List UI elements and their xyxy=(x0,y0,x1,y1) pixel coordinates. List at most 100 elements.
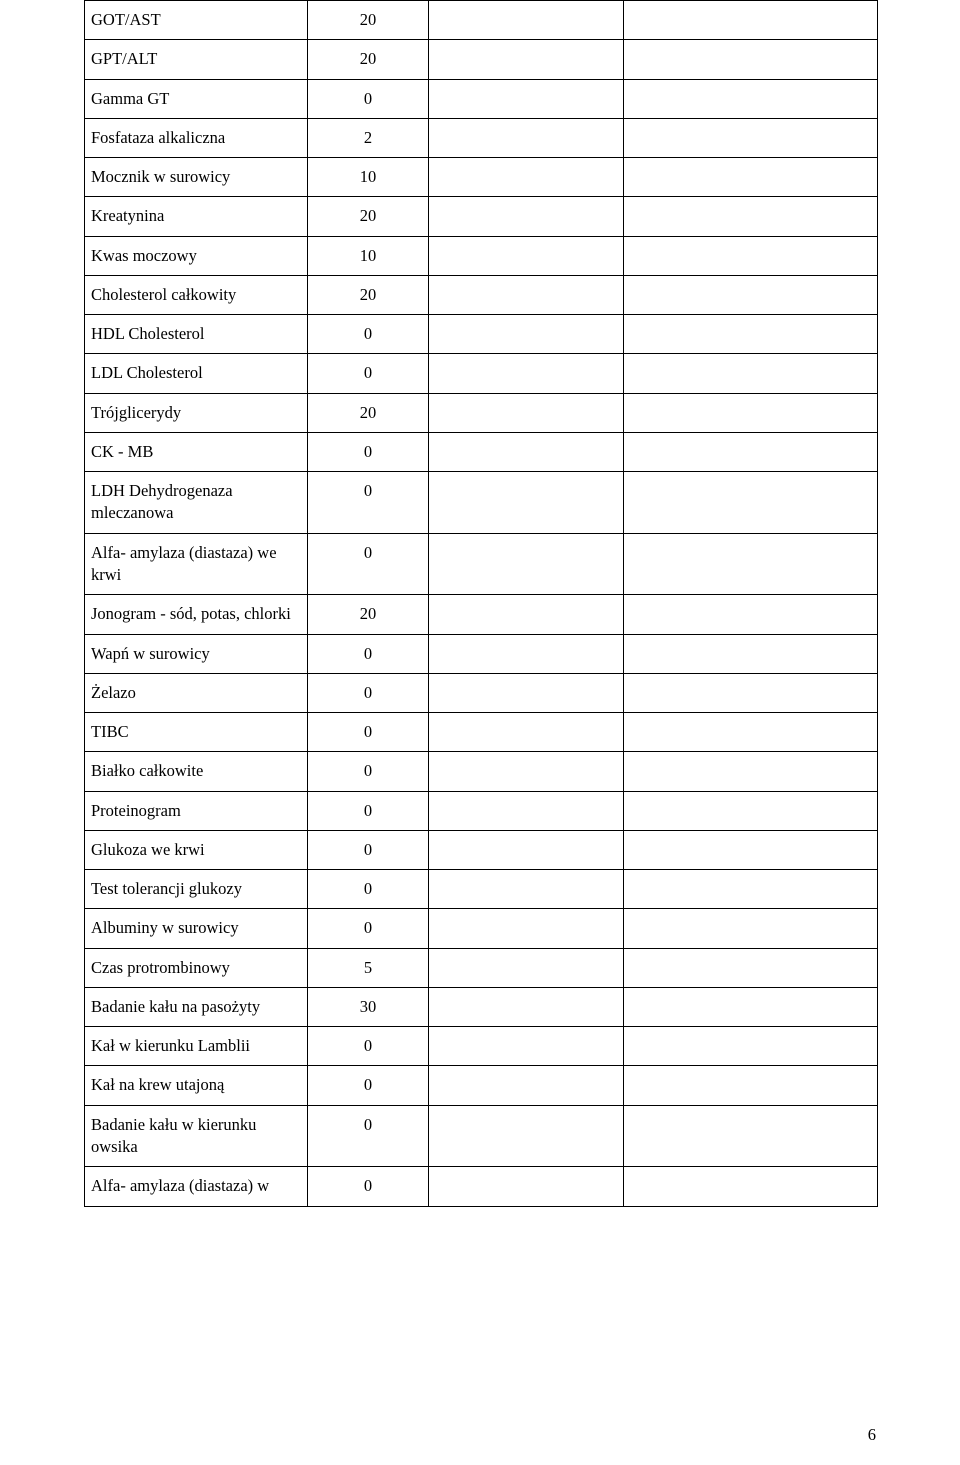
empty-cell xyxy=(429,315,624,354)
empty-cell xyxy=(624,1,878,40)
empty-cell xyxy=(624,791,878,830)
table-row: Trójglicerydy20 xyxy=(85,393,878,432)
empty-cell xyxy=(624,673,878,712)
test-value-cell: 0 xyxy=(308,472,429,534)
test-value-cell: 5 xyxy=(308,948,429,987)
table-row: Proteinogram0 xyxy=(85,791,878,830)
empty-cell xyxy=(429,118,624,157)
empty-cell xyxy=(624,472,878,534)
empty-cell xyxy=(624,1105,878,1167)
table-row: Alfa- amylaza (diastaza) w0 xyxy=(85,1167,878,1206)
test-name-cell: CK - MB xyxy=(85,432,308,471)
empty-cell xyxy=(429,40,624,79)
test-name-cell: Alfa- amylaza (diastaza) we krwi xyxy=(85,533,308,595)
empty-cell xyxy=(624,870,878,909)
empty-cell xyxy=(429,1105,624,1167)
test-value-cell: 0 xyxy=(308,79,429,118)
empty-cell xyxy=(429,1,624,40)
test-name-cell: Test tolerancji glukozy xyxy=(85,870,308,909)
table-row: Kał na krew utajoną0 xyxy=(85,1066,878,1105)
test-value-cell: 0 xyxy=(308,752,429,791)
table-row: Kał w kierunku Lamblii0 xyxy=(85,1027,878,1066)
test-name-cell: Jonogram - sód, potas, chlorki xyxy=(85,595,308,634)
empty-cell xyxy=(624,948,878,987)
test-name-cell: Czas protrombinowy xyxy=(85,948,308,987)
test-name-cell: Trójglicerydy xyxy=(85,393,308,432)
empty-cell xyxy=(429,752,624,791)
empty-cell xyxy=(429,393,624,432)
empty-cell xyxy=(624,354,878,393)
empty-cell xyxy=(429,275,624,314)
table-row: Badanie kału w kierunku owsika0 xyxy=(85,1105,878,1167)
test-value-cell: 30 xyxy=(308,987,429,1026)
test-name-cell: GOT/AST xyxy=(85,1,308,40)
test-name-cell: Mocznik w surowicy xyxy=(85,158,308,197)
empty-cell xyxy=(429,354,624,393)
empty-cell xyxy=(624,118,878,157)
empty-cell xyxy=(429,158,624,197)
test-value-cell: 20 xyxy=(308,1,429,40)
test-value-cell: 0 xyxy=(308,533,429,595)
table-row: Cholesterol całkowity20 xyxy=(85,275,878,314)
empty-cell xyxy=(624,197,878,236)
test-value-cell: 0 xyxy=(308,315,429,354)
empty-cell xyxy=(624,909,878,948)
empty-cell xyxy=(624,1027,878,1066)
table-row: Żelazo0 xyxy=(85,673,878,712)
test-value-cell: 10 xyxy=(308,236,429,275)
empty-cell xyxy=(624,533,878,595)
table-row: GPT/ALT20 xyxy=(85,40,878,79)
empty-cell xyxy=(429,533,624,595)
table-row: Białko całkowite0 xyxy=(85,752,878,791)
test-value-cell: 20 xyxy=(308,595,429,634)
test-name-cell: Żelazo xyxy=(85,673,308,712)
empty-cell xyxy=(429,791,624,830)
table-row: GOT/AST20 xyxy=(85,1,878,40)
test-value-cell: 0 xyxy=(308,791,429,830)
page-number: 6 xyxy=(868,1425,876,1445)
empty-cell xyxy=(429,432,624,471)
table-row: Fosfataza alkaliczna2 xyxy=(85,118,878,157)
test-value-cell: 20 xyxy=(308,40,429,79)
empty-cell xyxy=(429,948,624,987)
table-row: Albuminy w surowicy0 xyxy=(85,909,878,948)
test-value-cell: 0 xyxy=(308,1066,429,1105)
table-row: Wapń w surowicy0 xyxy=(85,634,878,673)
test-value-cell: 0 xyxy=(308,1167,429,1206)
table-row: Alfa- amylaza (diastaza) we krwi0 xyxy=(85,533,878,595)
test-value-cell: 0 xyxy=(308,713,429,752)
empty-cell xyxy=(429,909,624,948)
test-name-cell: Proteinogram xyxy=(85,791,308,830)
test-name-cell: Glukoza we krwi xyxy=(85,830,308,869)
test-value-cell: 2 xyxy=(308,118,429,157)
empty-cell xyxy=(429,79,624,118)
table-row: Badanie kału na pasożyty30 xyxy=(85,987,878,1026)
test-name-cell: Kwas moczowy xyxy=(85,236,308,275)
table-row: Gamma GT0 xyxy=(85,79,878,118)
empty-cell xyxy=(429,1027,624,1066)
table-row: Test tolerancji glukozy0 xyxy=(85,870,878,909)
test-value-cell: 20 xyxy=(308,197,429,236)
empty-cell xyxy=(429,830,624,869)
empty-cell xyxy=(624,40,878,79)
test-value-cell: 10 xyxy=(308,158,429,197)
empty-cell xyxy=(429,870,624,909)
empty-cell xyxy=(624,752,878,791)
table-row: LDL Cholesterol0 xyxy=(85,354,878,393)
test-value-cell: 0 xyxy=(308,830,429,869)
test-value-cell: 20 xyxy=(308,393,429,432)
test-name-cell: Badanie kału na pasożyty xyxy=(85,987,308,1026)
test-value-cell: 0 xyxy=(308,673,429,712)
test-name-cell: Wapń w surowicy xyxy=(85,634,308,673)
test-value-cell: 0 xyxy=(308,870,429,909)
table-row: Kwas moczowy10 xyxy=(85,236,878,275)
empty-cell xyxy=(624,275,878,314)
test-value-cell: 0 xyxy=(308,354,429,393)
table-row: Glukoza we krwi0 xyxy=(85,830,878,869)
empty-cell xyxy=(624,987,878,1026)
empty-cell xyxy=(429,595,624,634)
empty-cell xyxy=(624,393,878,432)
table-row: Mocznik w surowicy10 xyxy=(85,158,878,197)
empty-cell xyxy=(429,713,624,752)
lab-values-table: GOT/AST20GPT/ALT20Gamma GT0Fosfataza alk… xyxy=(84,0,878,1207)
